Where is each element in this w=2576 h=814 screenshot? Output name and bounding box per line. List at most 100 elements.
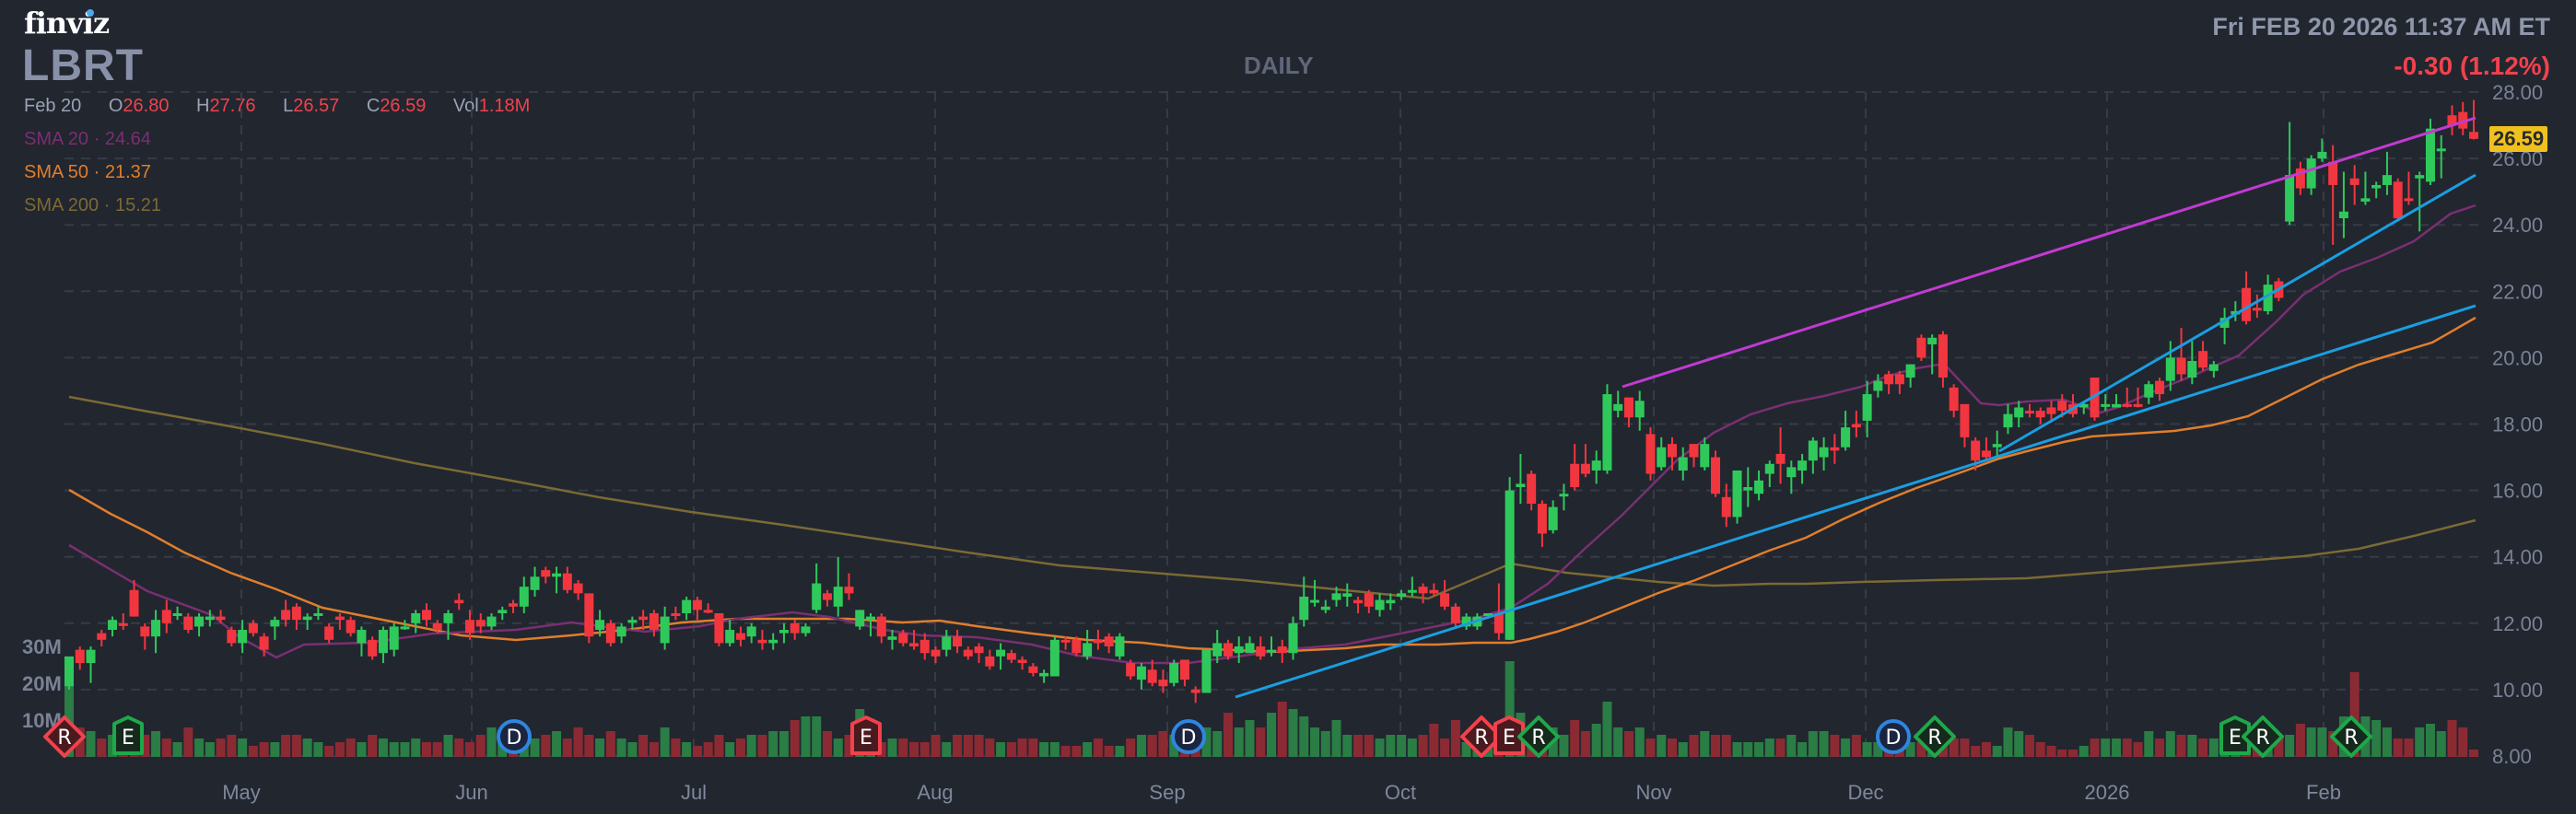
volume-bar (411, 738, 421, 757)
candle-body (1645, 434, 1656, 474)
volume-bar (2458, 727, 2468, 757)
event-marker-e-icon[interactable]: E (112, 715, 144, 755)
sma-20-legend[interactable]: SMA 20 · 24.64 (24, 129, 151, 150)
volume-bar (1060, 746, 1071, 757)
volume-bar (1711, 735, 1721, 757)
volume-bar (812, 716, 822, 757)
volume-bar (324, 746, 334, 757)
candle-body (985, 656, 995, 667)
candle-body (833, 587, 843, 607)
sma-20-label: SMA 20 (24, 129, 89, 149)
volume-bar (2035, 742, 2045, 757)
volume-bar (1071, 746, 1082, 757)
volume-bar (368, 735, 378, 757)
candle-body (996, 649, 1006, 657)
candle-body (1071, 639, 1082, 654)
candle-body (2144, 384, 2154, 398)
candle-body (812, 583, 822, 610)
volume-bar (151, 731, 161, 757)
candle-body (248, 622, 258, 634)
svg-text:E: E (122, 727, 135, 750)
candle-body (2078, 403, 2089, 408)
candle-body (421, 610, 431, 621)
candle-body (703, 610, 713, 613)
volume-bar (465, 742, 474, 757)
volume-bar (2425, 724, 2435, 757)
event-marker-d-icon[interactable]: D (1171, 719, 1206, 754)
event-marker-r-icon[interactable]: R (2330, 715, 2372, 758)
svg-text:R: R (1531, 727, 1545, 750)
volume-bar (1277, 702, 1287, 757)
candle-body (1634, 401, 1645, 418)
volume-bar (822, 731, 832, 757)
trendline-inner-support[interactable] (1998, 173, 2476, 453)
candle-body (227, 630, 237, 644)
low-label: L (283, 96, 294, 116)
candle-body (1136, 666, 1146, 680)
event-marker-r-icon[interactable]: R (1914, 715, 1956, 758)
candle-body (953, 636, 963, 647)
candle-body (2317, 151, 2327, 159)
candle-body (2122, 403, 2132, 407)
y-axis-label: 20.00 (2492, 346, 2543, 369)
candle-body (118, 622, 128, 626)
volume-bar (1267, 713, 1276, 757)
event-marker-r-icon[interactable]: R (43, 715, 86, 758)
candle-body (1126, 663, 1136, 677)
ohlc-close: C26.59 (367, 96, 427, 117)
volume-bar (140, 735, 150, 757)
separator: · (103, 195, 111, 215)
volume-bar (985, 738, 995, 757)
candle-body (1049, 639, 1060, 677)
volume-bar (1364, 735, 1374, 757)
volume-bar (671, 738, 681, 757)
volume-bar (573, 727, 583, 757)
event-marker-e-icon[interactable]: E (2219, 715, 2251, 755)
volume-bar (1830, 735, 1840, 757)
volume-bar (1602, 702, 1612, 757)
candle-body (108, 620, 118, 631)
candle-body (552, 573, 562, 577)
candle-body (129, 589, 139, 617)
candle-body (1375, 599, 1385, 610)
candle-body (1743, 486, 1753, 491)
finviz-logo[interactable]: finviz (24, 6, 110, 41)
volume-bar (1580, 731, 1590, 757)
candle-body (898, 633, 908, 644)
event-marker-d-icon[interactable]: D (1876, 719, 1911, 754)
event-marker-r-icon[interactable]: R (1517, 715, 1560, 758)
candle-body (1873, 380, 1883, 391)
candle-body (519, 587, 529, 607)
candle-body (779, 630, 789, 634)
sma-200-legend[interactable]: SMA 200 · 15.21 (24, 195, 161, 216)
volume-bar (2393, 738, 2403, 757)
volume-bar (1342, 735, 1352, 757)
sma-20-value: 24.64 (104, 129, 151, 149)
volume-bar (1288, 709, 1298, 757)
trendline-lower-support[interactable] (1235, 304, 2476, 699)
price-change: -0.30 (1.12%) (2394, 52, 2550, 80)
volume-bar (1331, 720, 1341, 757)
volume-bar (2317, 727, 2327, 757)
trendline-upper-channel[interactable] (1622, 116, 2476, 389)
event-marker-r-icon[interactable]: R (2242, 715, 2284, 758)
candle-body (2263, 285, 2273, 311)
candle-body (1884, 374, 1894, 385)
volume-bar (216, 738, 226, 757)
candle-body (1570, 463, 1580, 487)
event-marker-d-icon[interactable]: D (497, 719, 532, 754)
volume-bar (2101, 738, 2111, 757)
volume-bar (1634, 727, 1645, 757)
sma-50-legend[interactable]: SMA 50 · 21.37 (24, 162, 151, 183)
volume-bar (1559, 735, 1569, 757)
volume-bar (2415, 727, 2425, 757)
candle-body (1732, 470, 1742, 517)
event-marker-e-icon[interactable]: E (850, 715, 882, 755)
timeframe-label[interactable]: DAILY (1244, 52, 1314, 79)
candle-body (291, 606, 301, 621)
candle-body (1830, 447, 1840, 451)
candle-body (259, 636, 269, 650)
candle-body (1602, 394, 1612, 471)
volume-bar (1851, 735, 1861, 757)
